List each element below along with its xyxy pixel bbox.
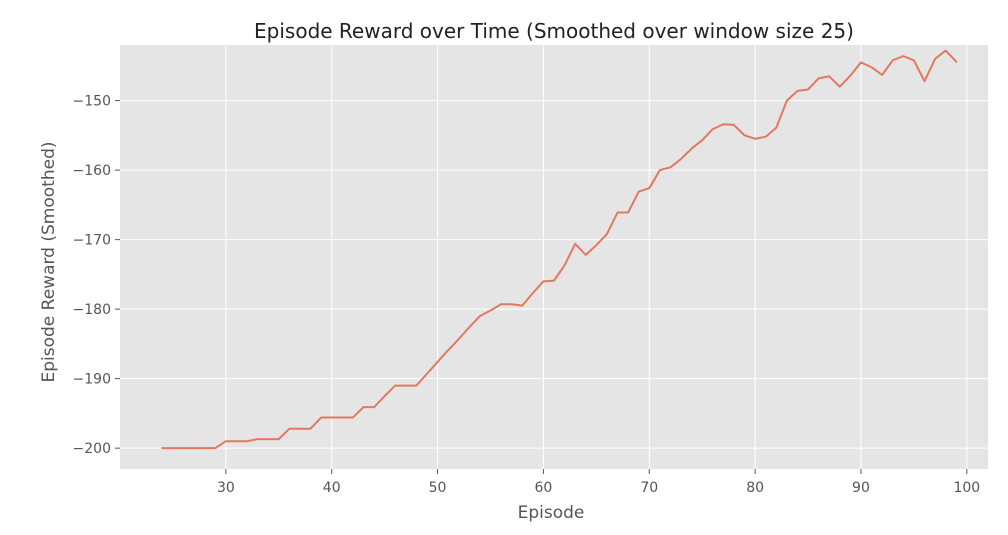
- x-tick-label: 40: [323, 480, 341, 496]
- y-tick-label: −190: [73, 372, 111, 388]
- x-tick-label: 50: [429, 480, 447, 496]
- series-line: [161, 49, 958, 450]
- x-tick-label: 30: [217, 480, 235, 496]
- x-tick-label: 90: [852, 480, 870, 496]
- plot-area: [120, 45, 988, 469]
- grid-lines: [120, 45, 988, 469]
- y-tick-label: −180: [73, 302, 111, 318]
- x-axis-ticks: 30 40 50 60 70 80 90 100: [217, 469, 980, 496]
- y-tick-label: −150: [73, 94, 111, 110]
- x-tick-label: 70: [640, 480, 658, 496]
- x-tick-label: 100: [953, 480, 980, 496]
- x-tick-label: 60: [535, 480, 553, 496]
- y-tick-label: −160: [73, 163, 111, 179]
- chart-title: Episode Reward over Time (Smoothed over …: [254, 19, 854, 43]
- x-axis-label: Episode: [518, 503, 585, 523]
- y-axis-ticks: −200 −190 −180 −170 −160 −150: [73, 94, 120, 457]
- y-axis-label: Episode Reward (Smoothed): [39, 142, 59, 383]
- y-tick-label: −200: [73, 441, 111, 457]
- y-tick-label: −170: [73, 233, 111, 249]
- series-group: [161, 49, 958, 450]
- x-tick-label: 80: [746, 480, 764, 496]
